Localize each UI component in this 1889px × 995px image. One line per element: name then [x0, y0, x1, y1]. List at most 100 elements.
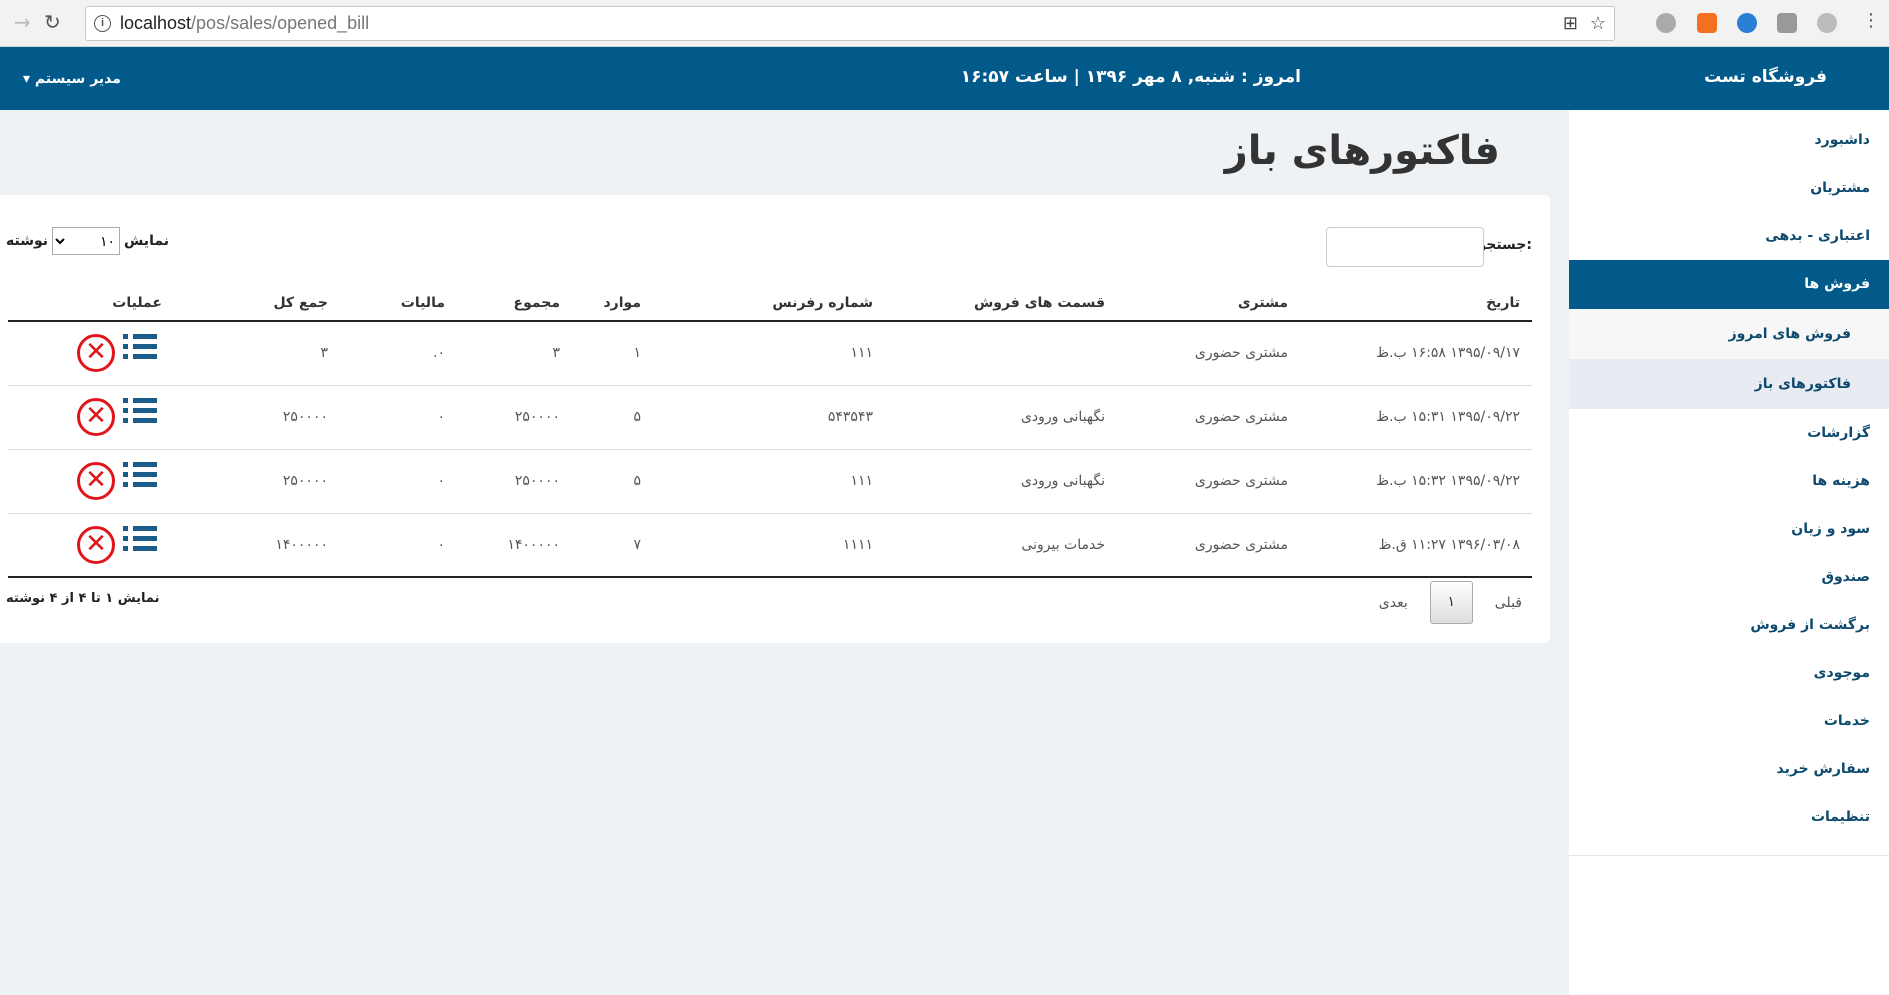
cell-actions: ✕ [8, 321, 174, 386]
cell-total: ۲۵۰۰۰۰ [174, 385, 340, 450]
column-header-tax[interactable]: مالیات [340, 285, 457, 322]
sidebar-item-credit-debit[interactable]: اعتباری - بدهی [1765, 228, 1870, 244]
cell-items: ۱ [572, 321, 653, 386]
delete-circle-x-icon[interactable]: ✕ [77, 525, 115, 564]
cell-customer: مشتری حضوری [1117, 513, 1300, 578]
cell-date: ۱۳۹۶/۰۳/۰۸ ۱۱:۲۷ ق.ظ [1300, 513, 1532, 578]
prev-button[interactable]: قبلی [1494, 594, 1522, 611]
cell-subtotal: ۲۵۰۰۰۰ [457, 385, 572, 450]
chat-extension-icon[interactable] [1817, 13, 1837, 33]
settings-extension-icon[interactable] [1656, 13, 1676, 33]
details-list-icon[interactable] [123, 525, 157, 552]
cell-total: ۲۵۰۰۰۰ [174, 449, 340, 514]
extension-icon[interactable] [1697, 13, 1717, 33]
url-path: /pos/sales/opened_bill [191, 13, 370, 33]
column-header-reference[interactable]: شماره رفرنس [653, 285, 885, 322]
table-info: نمایش ۱ تا ۴ از ۴ نوشته [6, 591, 160, 606]
cell-subtotal: ۲۵۰۰۰۰ [457, 449, 572, 514]
top-navbar: فروشگاه تست امروز : شنبه, ۸ مهر ۱۳۹۶ | س… [0, 47, 1889, 110]
cell-customer: مشتری حضوری [1117, 449, 1300, 514]
cell-sales-section: نگهبانی ورودی [885, 385, 1117, 450]
cell-actions: ✕ [8, 449, 174, 514]
translate-icon[interactable]: ⊞ [1562, 13, 1578, 33]
column-header-customer[interactable]: مشتری [1117, 285, 1300, 322]
menu-icon[interactable]: ⋮ [1862, 10, 1880, 31]
cell-subtotal: ۳ [457, 321, 572, 386]
cell-items: ۵ [572, 449, 653, 514]
brand[interactable]: فروشگاه تست [1704, 67, 1827, 87]
sidebar-item-expenses[interactable]: هزینه ها [1812, 473, 1870, 489]
next-button[interactable]: بعدی [1378, 594, 1408, 611]
details-list-icon[interactable] [123, 334, 157, 360]
sidebar-item-inventory[interactable]: موجودی [1813, 665, 1870, 681]
column-header-date[interactable]: تاریخ [1300, 285, 1532, 322]
delete-circle-x-icon[interactable]: ✕ [77, 398, 115, 436]
cell-subtotal: ۱۴۰۰۰۰۰ [457, 513, 572, 578]
cell-tax: ۰ [340, 449, 457, 514]
check-extension-icon[interactable] [1737, 13, 1757, 33]
address-bar[interactable]: i localhost/pos/sales/opened_bill ⊞ ☆ [85, 6, 1615, 41]
cell-tax: ۰ [340, 513, 457, 578]
today-datetime: امروز : شنبه, ۸ مهر ۱۳۹۶ | ساعت ۱۶:۵۷ [960, 67, 1301, 87]
page-length-select[interactable]: ۱۰ [52, 227, 121, 255]
cell-sales-section: خدمات بیرونی [885, 513, 1117, 578]
open-bills-panel: جستجو: نمایش ۱۰ نوشته تاریخ مشتری قسمت های… [0, 195, 1550, 643]
cell-items: ۷ [572, 513, 653, 578]
cell-reference: ۱۱۱۱ [653, 513, 885, 578]
cell-date: ۱۳۹۵/۰۹/۱۷ ۱۶:۵۸ ب.ظ [1300, 321, 1532, 386]
column-header-actions[interactable]: عملیات [8, 285, 174, 322]
length-suffix: نوشته [6, 233, 49, 249]
info-icon[interactable]: i [94, 15, 111, 32]
table-header: تاریخ مشتری قسمت های فروش شماره رفرنس موارد م… [8, 285, 1532, 322]
column-header-sales-section[interactable]: قسمت های فروش [885, 285, 1117, 322]
table-row: ۱۳۹۶/۰۳/۰۸ ۱۱:۲۷ ق.ظ مشتری حضوری خدمات بیر… [8, 513, 1532, 578]
sidebar-item-services[interactable]: خدمات [1823, 713, 1870, 729]
cell-items: ۵ [572, 385, 653, 450]
user-name: مدیر سیستم [34, 71, 121, 87]
column-header-items[interactable]: موارد [572, 285, 653, 322]
column-header-total[interactable]: جمع کل [174, 285, 340, 322]
table-row: ۱۳۹۵/۰۹/۲۲ ۱۵:۳۱ ب.ظ مشتری حضوری نگهبانی و… [8, 385, 1532, 450]
caret-down-icon: ▾ [23, 71, 31, 87]
delete-circle-x-icon[interactable]: ✕ [77, 462, 115, 500]
table-row: ۱۳۹۵/۰۹/۲۲ ۱۵:۳۲ ب.ظ مشتری حضوری نگهبانی و… [8, 449, 1532, 514]
star-icon[interactable]: ☆ [1589, 13, 1606, 33]
cell-tax: ۰ [340, 385, 457, 450]
search-input[interactable] [1326, 227, 1484, 267]
page-length: نمایش ۱۰ نوشته [6, 227, 169, 255]
user-menu[interactable]: مدیر سیستم ▾ [23, 71, 121, 87]
sidebar-item-dashboard[interactable]: داشبورد [1814, 132, 1871, 148]
delete-circle-x-icon[interactable]: ✕ [77, 334, 115, 373]
cell-tax: ۰. [340, 321, 457, 386]
sidebar-item-cashbox[interactable]: صندوق [1821, 569, 1870, 585]
sidebar-item-reports[interactable]: گزارشات [1807, 425, 1870, 441]
column-header-subtotal[interactable]: مجموع [457, 285, 572, 322]
sidebar-item-profit-loss[interactable]: سود و زیان [1791, 521, 1870, 537]
table-row: ۱۳۹۵/۰۹/۱۷ ۱۶:۵۸ ب.ظ مشتری حضوری ۱۱۱ ۱ ۳ ۰. ۳ ✕ [8, 321, 1532, 386]
sidebar-item-open-bills[interactable]: فاکتورهای باز [1569, 359, 1889, 409]
sidebar-item-sales-return[interactable]: برگشت از فروش [1750, 617, 1870, 633]
browser-toolbar: → ↻ i localhost/pos/sales/opened_bill ⊞ … [0, 0, 1889, 47]
reload-icon[interactable]: ↻ [44, 10, 61, 34]
page-title: فاکتورهای باز [1224, 128, 1500, 174]
cell-total: ۳ [174, 321, 340, 386]
sidebar-item-purchase-order[interactable]: سفارش خرید [1776, 761, 1871, 777]
url-host: localhost [120, 13, 192, 33]
cell-date: ۱۳۹۵/۰۹/۲۲ ۱۵:۳۲ ب.ظ [1300, 449, 1532, 514]
search-label: جستجو: [1477, 237, 1532, 253]
sidebar-item-customers[interactable]: مشتریان [1810, 180, 1870, 196]
length-label: نمایش [124, 233, 169, 249]
sidebar-item-sales[interactable]: فروش ها [1569, 260, 1889, 309]
d3-extension-icon[interactable] [1777, 13, 1797, 33]
details-list-icon[interactable] [123, 398, 157, 424]
details-list-icon[interactable] [123, 462, 157, 488]
sidebar: داشبورد مشتریان اعتباری - بدهی فروش ها ف… [1569, 110, 1889, 995]
cell-reference: ۱۱۱ [653, 449, 885, 514]
sidebar-item-settings[interactable]: تنظیمات [1810, 809, 1870, 825]
forward-icon[interactable]: → [14, 10, 31, 34]
open-bills-table: تاریخ مشتری قسمت های فروش شماره رفرنس موارد م… [8, 285, 1532, 578]
page-1-button[interactable]: ۱ [1429, 581, 1473, 624]
cell-date: ۱۳۹۵/۰۹/۲۲ ۱۵:۳۱ ب.ظ [1300, 385, 1532, 450]
cell-reference: ۱۱۱ [653, 321, 885, 386]
sidebar-item-today-sales[interactable]: فروش های امروز [1569, 309, 1889, 359]
